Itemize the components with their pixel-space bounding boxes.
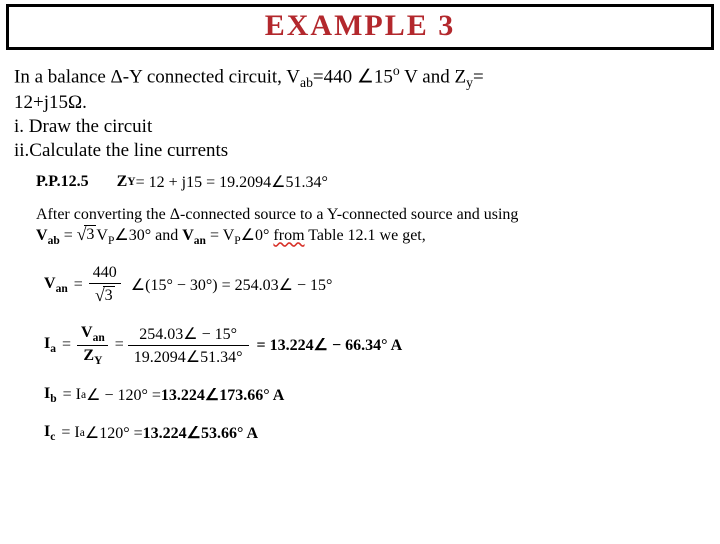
pp-zy-row: P.P.12.5 ZY = 12 + j15 = 19.2094∠51.34° xyxy=(36,172,684,192)
equals: = xyxy=(74,276,83,294)
ia-sub: a xyxy=(50,343,56,355)
intro-line-1: After converting the Δ-connected source … xyxy=(36,206,684,224)
van-equation: Van = 440 3 ∠(15° − 30°) = 254.03∠ − 15° xyxy=(44,264,684,306)
problem-text: = xyxy=(473,66,484,87)
ib-eq2: ∠ − 120° = xyxy=(86,385,161,405)
problem-text: In a balance Δ-Y connected circuit, V xyxy=(14,66,300,87)
sqrt-3: 3 xyxy=(77,224,97,245)
vp-var: V xyxy=(96,227,108,244)
van-result: ∠(15° − 30°) = 254.03∠ − 15° xyxy=(131,275,333,295)
wavy-from: from xyxy=(273,227,304,244)
ia-fraction-1: Van ZY xyxy=(75,324,111,367)
problem-line-3: i. Draw the circuit xyxy=(14,115,706,139)
ia-den2: 19.2094∠51.34° xyxy=(128,345,249,367)
den-z-sub: Y xyxy=(94,355,102,367)
equals: = xyxy=(62,336,71,354)
ia-den1: ZY xyxy=(77,345,108,367)
subscript-ab: ab xyxy=(300,75,313,90)
ang0: ∠0° xyxy=(241,227,274,244)
zy-sub: Y xyxy=(127,176,135,188)
zy-value: = 12 + j15 = 19.2094∠51.34° xyxy=(136,172,328,192)
eq-sign: = V xyxy=(206,227,234,244)
ic-eq2: ∠120° = xyxy=(85,423,143,443)
radicand-3: 3 xyxy=(84,225,96,244)
title-text: EXAMPLE 3 xyxy=(265,9,456,42)
problem-text: V and Z xyxy=(400,66,466,87)
ic-equation: Ic = Ia∠120° = 13.224∠53.66° A xyxy=(44,423,684,443)
pp-label: P.P.12.5 xyxy=(36,173,89,191)
ia-equation: Ia = Van ZY = 254.03∠ − 15° 19.2094∠51.3… xyxy=(44,324,684,367)
ia-num2: 254.03∠ − 15° xyxy=(133,324,243,345)
ic-lhs: Ic xyxy=(44,423,55,443)
ia-fraction-2: 254.03∠ − 15° 19.2094∠51.34° xyxy=(128,324,249,367)
ia-result: = 13.224∠ − 66.34° A xyxy=(257,335,403,355)
van-sub: an xyxy=(194,236,206,248)
vab-sub: ab xyxy=(48,236,60,248)
intro-line-2: Vab = 3VP∠30° and Van = VP∠0° from Table… xyxy=(36,224,684,247)
intro-tail: Table 12.1 we get, xyxy=(305,227,426,244)
van-num: 440 xyxy=(87,264,123,283)
ang30: ∠30° and xyxy=(114,227,182,244)
van-fraction: 440 3 xyxy=(87,264,123,306)
den-z: Z xyxy=(83,347,94,364)
vab-var: V xyxy=(36,227,48,244)
radicand-3: 3 xyxy=(103,286,115,305)
ib-result: 13.224∠173.66° A xyxy=(161,385,284,405)
title-bar: EXAMPLE 3 xyxy=(6,4,714,50)
van-lhs: Van xyxy=(44,275,68,295)
num-v: V xyxy=(81,324,93,341)
problem-line-2: 12+j15Ω. xyxy=(14,91,706,115)
ic-result: 13.224∠53.66° A xyxy=(143,423,258,443)
subscript-y: y xyxy=(466,75,473,90)
superscript-o: o xyxy=(393,63,400,78)
num-v-sub: an xyxy=(93,332,105,344)
ib-sub: b xyxy=(50,393,56,405)
problem-line-4: ii.Calculate the line currents xyxy=(14,139,706,163)
intro-text: After converting the Δ-connected source … xyxy=(36,206,684,247)
problem-text: =440 ∠15 xyxy=(313,66,393,87)
ia-num1: Van xyxy=(75,324,111,345)
ib-lhs: Ib xyxy=(44,385,57,405)
ib-equation: Ib = Ia∠ − 120° = 13.224∠173.66° A xyxy=(44,385,684,405)
ia-lhs: Ia xyxy=(44,335,56,355)
problem-statement: In a balance Δ-Y connected circuit, Vab=… xyxy=(0,58,720,164)
ib-eq1: = I xyxy=(63,386,81,404)
zy-var: Z xyxy=(117,173,128,191)
van-sub: an xyxy=(56,283,68,295)
van-den: 3 xyxy=(89,283,121,306)
van-v: V xyxy=(44,275,56,292)
ic-eq1: = I xyxy=(61,424,79,442)
equals: = xyxy=(115,336,124,354)
sqrt-3: 3 xyxy=(95,285,115,306)
ic-sub: c xyxy=(50,431,55,443)
solution-block: P.P.12.5 ZY = 12 + j15 = 19.2094∠51.34° … xyxy=(0,164,720,443)
van-var: V xyxy=(182,227,194,244)
problem-line-1: In a balance Δ-Y connected circuit, Vab=… xyxy=(14,62,706,91)
eq-sign: = xyxy=(60,227,77,244)
